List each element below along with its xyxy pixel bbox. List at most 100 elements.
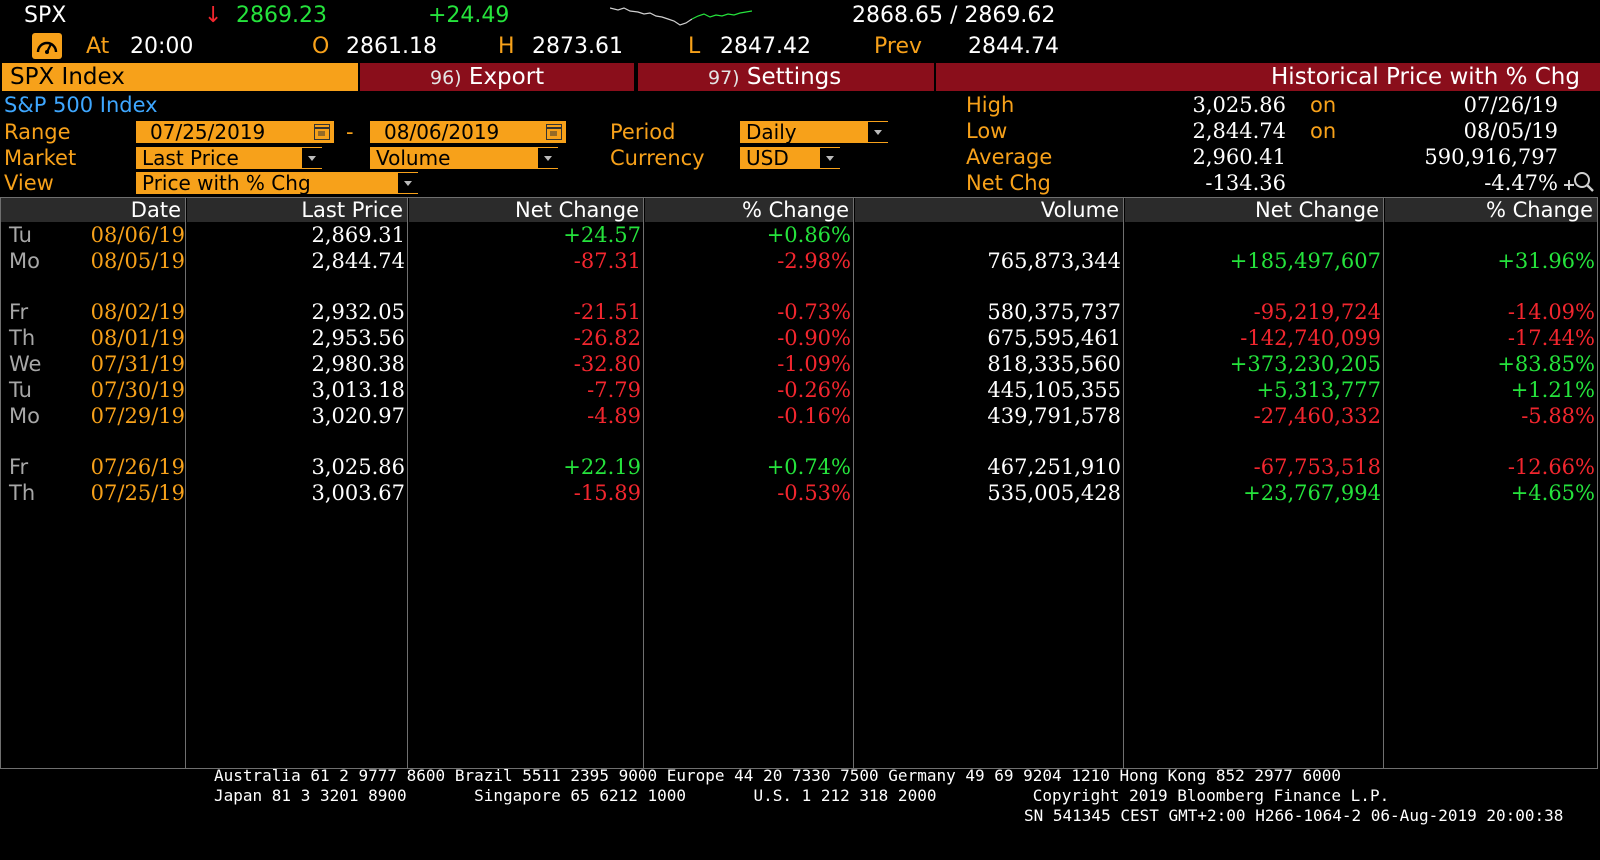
price-change: +24.49: [428, 3, 510, 28]
stat-average-label: Average: [966, 145, 1053, 169]
cell-last-price: 2,980.38: [311, 352, 405, 376]
security-tab[interactable]: SPX Index: [2, 63, 358, 91]
col-header-pct-change[interactable]: % Change: [645, 198, 853, 222]
market-label: Market: [4, 146, 77, 170]
view-label: View: [4, 171, 54, 195]
market-select-2[interactable]: Volume: [370, 147, 558, 169]
col-header-volume[interactable]: Volume: [855, 198, 1123, 222]
dropdown-arrow-icon[interactable]: [868, 122, 888, 142]
cell-date: 08/01/19: [90, 326, 185, 350]
cell-date: 07/26/19: [90, 455, 185, 479]
intraday-sparkline: [610, 7, 752, 26]
cell-day-of-week: Th: [9, 481, 36, 505]
settings-label: Settings: [746, 64, 842, 90]
table-row[interactable]: Tu 07/30/19 3,013.18 -7.79 -0.26% 445,105,355…: [1, 377, 1599, 403]
stat-low-label: Low: [966, 119, 1008, 143]
dropdown-arrow-icon[interactable]: [398, 173, 418, 193]
cell-pct-change: +0.74%: [766, 455, 851, 479]
high-price: 2873.61: [532, 34, 623, 59]
range-separator: -: [346, 120, 354, 144]
cell-net-change: -7.79: [587, 378, 641, 402]
currency-value: USD: [746, 146, 789, 170]
cell-net-change: -4.89: [587, 404, 641, 428]
cell-net-change: -21.51: [573, 300, 641, 324]
cell-pct-change: -0.73%: [777, 300, 851, 324]
stat-netchg-label: Net Chg: [966, 171, 1051, 195]
calendar-icon[interactable]: [546, 124, 562, 140]
column-divider: [1383, 198, 1384, 768]
col-header-volume-pct-change[interactable]: % Change: [1385, 198, 1597, 222]
cell-volume: 818,335,560: [987, 352, 1121, 376]
cell-day-of-week: Tu: [9, 223, 32, 247]
market-value: Last Price: [142, 146, 239, 170]
dropdown-arrow-icon[interactable]: [302, 148, 322, 168]
cell-day-of-week: Fr: [9, 300, 29, 324]
cell-volume-pct-change: -17.44%: [1507, 326, 1595, 350]
dropdown-arrow-icon[interactable]: [820, 148, 840, 168]
cell-volume-pct-change: +1.21%: [1510, 378, 1595, 402]
table-row[interactable]: Mo 07/29/19 3,020.97 -4.89 -0.16% 439,791,578…: [1, 403, 1599, 429]
currency-select[interactable]: USD: [740, 147, 840, 169]
settings-button[interactable]: 97) Settings: [638, 63, 934, 91]
col-header-volume-net-change[interactable]: Net Change: [1125, 198, 1383, 222]
cell-date: 08/06/19: [90, 223, 185, 247]
period-value: Daily: [746, 120, 797, 144]
cell-day-of-week: Fr: [9, 455, 29, 479]
table-row[interactable]: Tu 08/06/19 2,869.31 +24.57 +0.86%: [1, 222, 1599, 248]
zoom-icon[interactable]: [1562, 170, 1596, 194]
open-price: 2861.18: [346, 34, 437, 59]
cell-net-change: -15.89: [573, 481, 641, 505]
cell-last-price: 2,844.74: [311, 249, 405, 273]
period-select[interactable]: Daily: [740, 121, 888, 143]
stat-low-date: 08/05/19: [1463, 119, 1558, 143]
table-row[interactable]: Mo 08/05/19 2,844.74 -87.31 -2.98% 765,873,34…: [1, 248, 1599, 274]
price-history-table: Date Last Price Net Change % Change Volu…: [0, 197, 1598, 769]
col-header-last-price[interactable]: Last Price: [187, 198, 407, 222]
low-price: 2847.42: [720, 34, 811, 59]
period-label: Period: [610, 120, 676, 144]
currency-label: Currency: [610, 146, 705, 170]
stat-high-value: 3,025.86: [1192, 93, 1286, 117]
cell-day-of-week: Mo: [9, 249, 40, 273]
table-row[interactable]: Th 07/25/19 3,003.67 -15.89 -0.53% 535,005,42…: [1, 480, 1599, 506]
cell-volume-net-change: -95,219,724: [1253, 300, 1381, 324]
cell-net-change: -87.31: [573, 249, 641, 273]
col-header-net-change[interactable]: Net Change: [409, 198, 643, 222]
export-button[interactable]: 96) Export: [360, 63, 634, 91]
col-header-date[interactable]: Date: [1, 198, 185, 222]
view-select[interactable]: Price with % Chg: [136, 172, 418, 194]
range-end-field[interactable]: 08/06/2019: [370, 121, 566, 143]
cell-volume-net-change: +5,313,777: [1256, 378, 1381, 402]
prev-label: Prev: [874, 34, 922, 59]
cell-volume-net-change: +23,767,994: [1243, 481, 1381, 505]
dropdown-arrow-icon[interactable]: [538, 148, 558, 168]
view-value: Price with % Chg: [142, 171, 311, 195]
table-row[interactable]: We 07/31/19 2,980.38 -32.80 -1.09% 818,335,56…: [1, 351, 1599, 377]
calendar-icon[interactable]: [314, 124, 330, 140]
bid-ask: 2868.65 / 2869.62: [852, 3, 1056, 28]
settings-number: 97): [708, 67, 740, 89]
screen-title: Historical Price with % Chg: [936, 63, 1600, 91]
stat-high-on: on: [1310, 93, 1337, 117]
table-row[interactable]: Fr 07/26/19 3,025.86 +22.19 +0.74% 467,251,91…: [1, 454, 1599, 480]
table-row[interactable]: Th 08/01/19 2,953.56 -26.82 -0.90% 675,595,46…: [1, 325, 1599, 351]
range-start-value: 07/25/2019: [150, 120, 266, 144]
column-divider: [853, 198, 854, 768]
at-label: At: [86, 34, 110, 59]
footer-phones-line2: Japan 81 3 3201 8900 Singapore 65 6212 1…: [214, 786, 1390, 805]
cell-last-price: 3,003.67: [311, 481, 405, 505]
cell-volume-pct-change: -14.09%: [1507, 300, 1595, 324]
security-name: S&P 500 Index: [4, 93, 158, 117]
market-select[interactable]: Last Price: [136, 147, 322, 169]
cell-volume: 439,791,578: [987, 404, 1121, 428]
cell-volume: 580,375,737: [987, 300, 1121, 324]
range-start-field[interactable]: 07/25/2019: [136, 121, 334, 143]
cell-last-price: 2,953.56: [311, 326, 405, 350]
table-row[interactable]: Fr 08/02/19 2,932.05 -21.51 -0.73% 580,375,73…: [1, 299, 1599, 325]
column-divider: [643, 198, 644, 768]
speedometer-icon[interactable]: [32, 33, 62, 59]
cell-last-price: 3,025.86: [311, 455, 405, 479]
down-arrow-icon: ↓: [204, 3, 223, 28]
range-label: Range: [4, 120, 71, 144]
cell-volume-net-change: +185,497,607: [1229, 249, 1381, 273]
